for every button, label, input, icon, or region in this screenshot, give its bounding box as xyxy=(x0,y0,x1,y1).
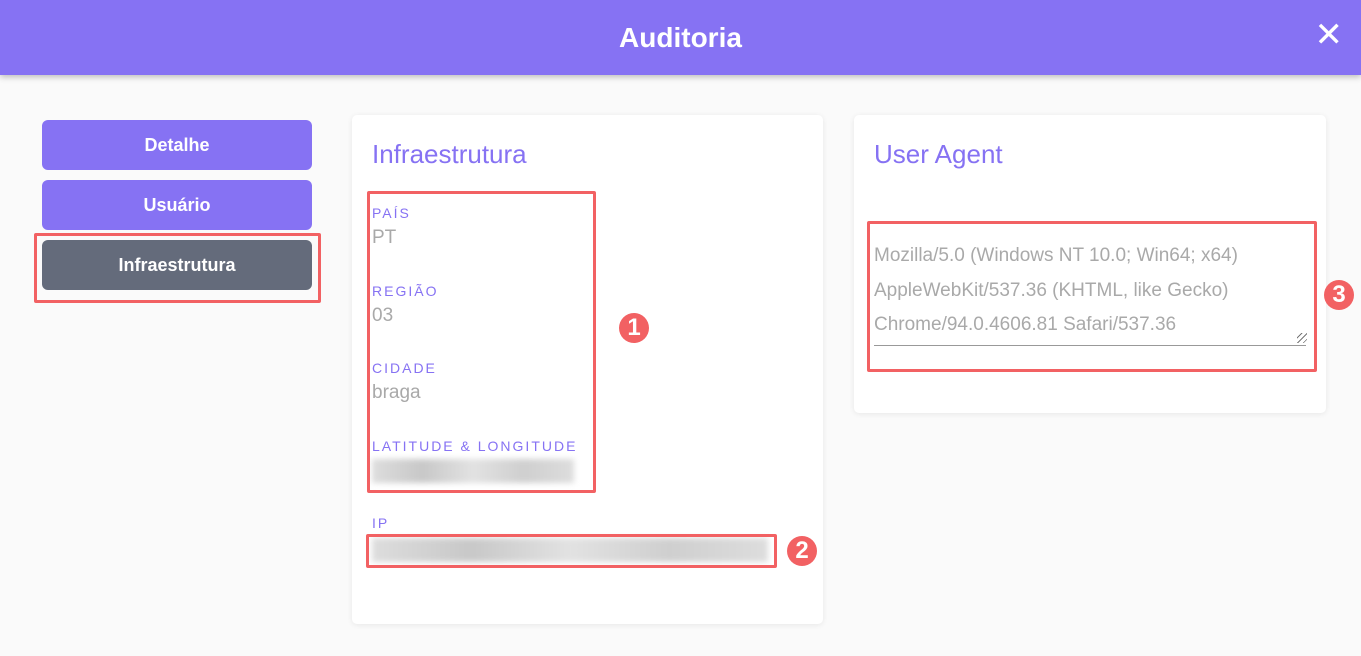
resize-handle-icon[interactable] xyxy=(1297,333,1307,343)
annotation-badge: 3 xyxy=(1324,280,1354,310)
highlight-box xyxy=(367,191,596,493)
modal-header: Auditoria ✕ xyxy=(0,0,1361,75)
tab-infraestrutura[interactable]: Infraestrutura xyxy=(42,240,312,290)
user-agent-title: User Agent xyxy=(874,139,1003,169)
ip-value-redacted xyxy=(372,538,768,562)
pais-value: PT xyxy=(372,227,397,248)
highlight-box xyxy=(34,233,321,303)
highlight-box xyxy=(366,534,777,568)
regiao-label: REGIÃO xyxy=(372,283,439,299)
tab-usuario[interactable]: Usuário xyxy=(42,180,312,230)
annotation-badge: 2 xyxy=(787,536,817,566)
highlight-box xyxy=(867,221,1317,372)
pais-label: PAÍS xyxy=(372,205,411,221)
annotation-badge: 1 xyxy=(619,313,649,343)
latlong-label: LATITUDE & LONGITUDE xyxy=(372,438,578,454)
user-agent-textarea[interactable]: Mozilla/5.0 (Windows NT 10.0; Win64; x64… xyxy=(874,239,1306,346)
cidade-value: braga xyxy=(372,382,421,403)
cidade-label: CIDADE xyxy=(372,360,437,376)
tab-detalhe[interactable]: Detalhe xyxy=(42,120,312,170)
modal-title: Auditoria xyxy=(619,21,742,53)
infra-card: Infraestrutura PAÍS PT REGIÃO 03 CIDADE … xyxy=(352,115,823,624)
latlong-value-redacted xyxy=(372,459,574,483)
user-agent-card: User Agent Mozilla/5.0 (Windows NT 10.0;… xyxy=(854,115,1326,413)
ip-label: IP xyxy=(372,515,390,531)
infra-title: Infraestrutura xyxy=(372,139,527,169)
regiao-value: 03 xyxy=(372,305,394,326)
close-icon[interactable]: ✕ xyxy=(1314,16,1344,54)
